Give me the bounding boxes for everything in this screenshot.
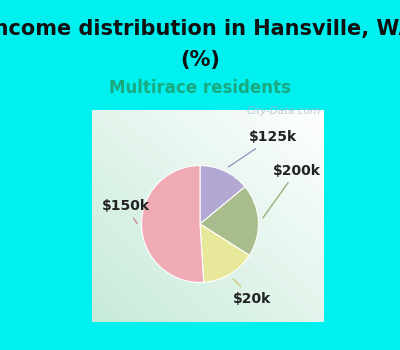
Text: Income distribution in Hansville, WA: Income distribution in Hansville, WA: [0, 19, 400, 39]
Text: $200k: $200k: [263, 163, 321, 218]
Wedge shape: [142, 166, 204, 282]
Text: $20k: $20k: [233, 279, 272, 306]
Text: City-Data.com: City-Data.com: [247, 106, 321, 116]
Text: Multirace residents: Multirace residents: [109, 79, 291, 97]
Text: (%): (%): [180, 50, 220, 70]
Wedge shape: [200, 166, 245, 224]
Wedge shape: [200, 224, 249, 282]
Text: $150k: $150k: [102, 199, 150, 224]
Text: $125k: $125k: [228, 130, 297, 167]
Wedge shape: [200, 187, 258, 256]
